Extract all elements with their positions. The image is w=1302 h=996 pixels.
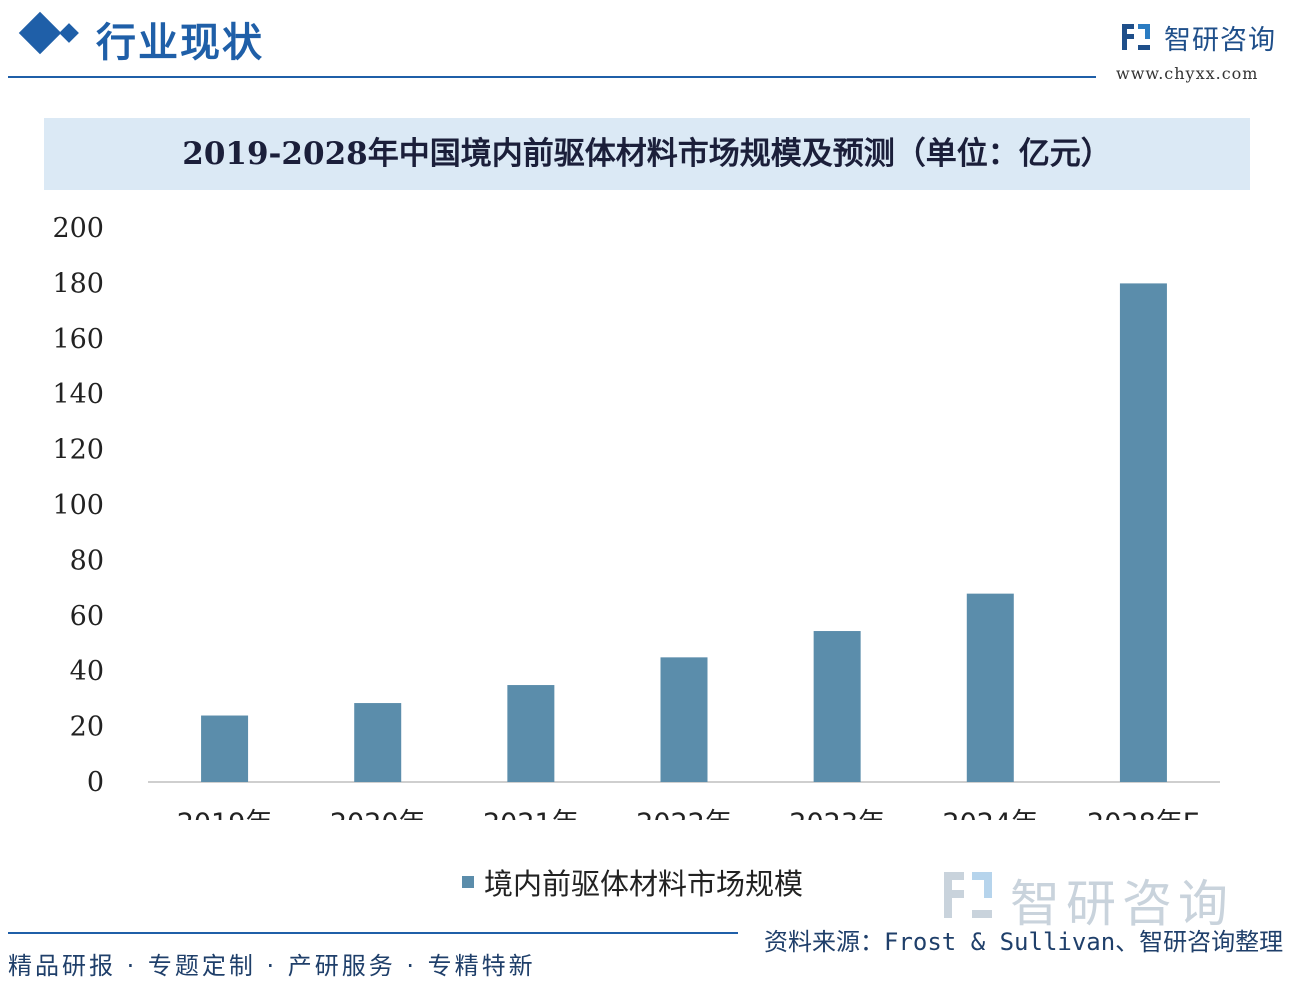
bar-0 xyxy=(201,715,249,782)
header-divider xyxy=(8,76,1096,78)
x-tick-label: 2020年 xyxy=(330,808,426,820)
y-tick-label: 0 xyxy=(87,767,104,798)
y-tick-label: 140 xyxy=(52,379,104,410)
bar-1 xyxy=(354,703,402,782)
y-tick-label: 40 xyxy=(70,656,104,687)
bar-chart: 0 20 40 60 80 100 120 140 160 180 200 2019年 2020年 202… xyxy=(52,213,1220,820)
bar-2 xyxy=(507,685,555,782)
brand-url: www.chyxx.com xyxy=(1116,64,1259,83)
y-tick-label: 160 xyxy=(52,324,104,355)
footer-divider xyxy=(8,932,738,934)
y-tick-label: 100 xyxy=(52,490,104,521)
section-title: 行业现状 xyxy=(96,19,264,66)
x-tick-label: 2022年 xyxy=(636,808,732,820)
legend-swatch xyxy=(462,876,474,888)
chart-title: 2019-2028年中国境内前驱体材料市场规模及预测（单位：亿元） xyxy=(182,136,1112,172)
diamond-small-icon xyxy=(59,23,79,43)
bar-5 xyxy=(966,593,1014,782)
brand-name: 智研咨询 xyxy=(1164,25,1276,56)
y-tick-label: 200 xyxy=(52,213,104,244)
y-tick-label: 120 xyxy=(52,435,104,466)
y-tick-label: 180 xyxy=(52,268,104,299)
footer-tags: 精品研报 · 专题定制 · 产研服务 · 专精特新 xyxy=(8,952,536,980)
y-tick-label: 80 xyxy=(70,545,104,576)
source-note: 资料来源：Frost & Sullivan、智研咨询整理 xyxy=(764,928,1284,956)
page-header: 行业现状 智研咨询 www.chyxx.com xyxy=(0,0,1302,90)
diamond-icon xyxy=(18,11,62,55)
bar-4 xyxy=(813,631,861,782)
watermark-logo-icon xyxy=(944,872,992,918)
bar-3 xyxy=(660,657,708,782)
legend-label: 境内前驱体材料市场规模 xyxy=(484,867,804,901)
x-tick-label: 2019年 xyxy=(177,808,273,820)
y-tick-label: 60 xyxy=(70,601,104,632)
x-tick-label: 2021年 xyxy=(483,808,579,820)
chyxx-logo-icon xyxy=(1122,24,1150,50)
x-tick-label: 2023年 xyxy=(789,808,885,820)
watermark-brand-name: 智研咨询 xyxy=(1010,875,1234,933)
x-tick-label: 2024年 xyxy=(942,808,1038,820)
chart-legend: 境内前驱体材料市场规模 xyxy=(462,862,803,902)
x-tick-label: 2028年E xyxy=(1087,808,1200,820)
y-tick-label: 20 xyxy=(70,712,104,743)
bar-6 xyxy=(1119,283,1167,782)
chart-title-band: 2019-2028年中国境内前驱体材料市场规模及预测（单位：亿元） xyxy=(44,118,1250,190)
